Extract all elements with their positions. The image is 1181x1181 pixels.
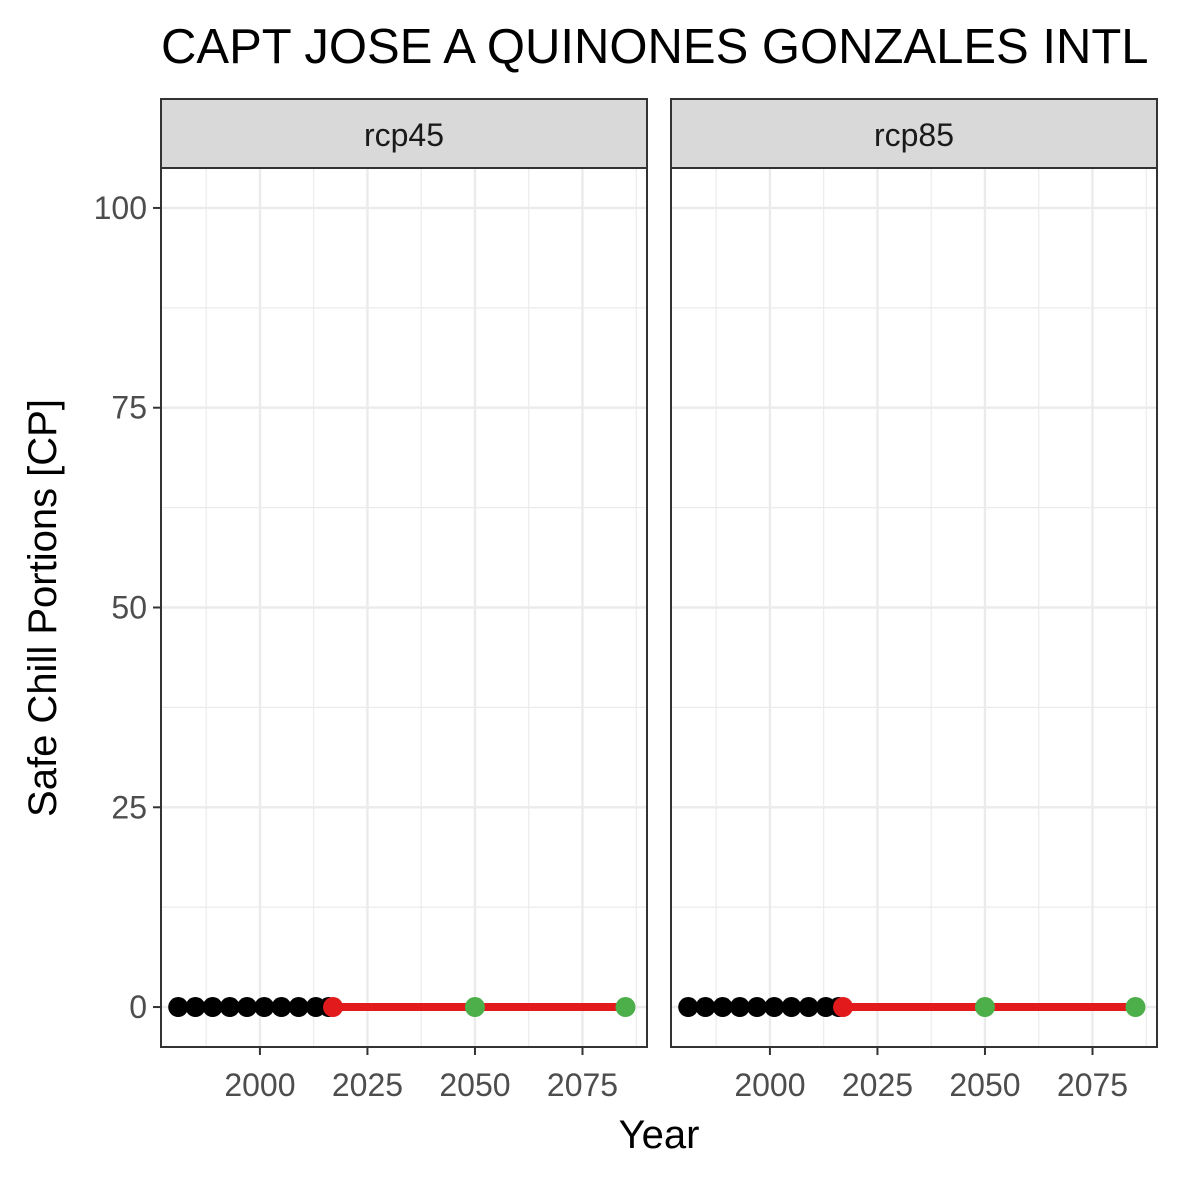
future-point: [1125, 997, 1146, 1018]
facet-strip-label: rcp85: [874, 117, 954, 153]
chart-title: CAPT JOSE A QUINONES GONZALES INTL: [161, 20, 1149, 74]
future-point: [974, 997, 995, 1018]
historic-point: [185, 997, 206, 1018]
y-axis: 0 25 50 75 100: [94, 190, 161, 1025]
y-tick-label: 75: [111, 390, 147, 426]
historic-point: [168, 997, 189, 1018]
x-tick-label: 2050: [439, 1067, 510, 1103]
y-tick-label: 25: [111, 789, 147, 825]
historic-point: [254, 997, 275, 1018]
historic-point: [202, 997, 223, 1018]
historic-point: [219, 997, 240, 1018]
historic-point: [237, 997, 258, 1018]
y-tick-label: 100: [94, 190, 147, 226]
historic-point: [764, 997, 785, 1018]
historic-point: [747, 997, 768, 1018]
x-axis-title: Year: [619, 1113, 700, 1157]
historic-point: [729, 997, 750, 1018]
x-tick-label: 2000: [224, 1067, 295, 1103]
x-tick-label: 2075: [547, 1067, 618, 1103]
facet-panel-rcp45: rcp45 2000 2025 2050 2075: [160, 98, 648, 1103]
x-tick-label: 2025: [332, 1067, 403, 1103]
x-tick-label: 2050: [949, 1067, 1020, 1103]
y-axis-title: Safe Chill Portions [CP]: [21, 399, 65, 817]
facet-strip: [160, 98, 648, 169]
historic-point: [712, 997, 733, 1018]
x-tick-label: 2000: [734, 1067, 805, 1103]
panel-border: [670, 167, 1158, 1048]
y-tick-label: 50: [111, 590, 147, 626]
facet-strip: [670, 98, 1158, 169]
historic-point: [781, 997, 802, 1018]
historic-point: [798, 997, 819, 1018]
current-point: [323, 997, 344, 1018]
panel-border: [160, 167, 648, 1048]
x-tick-label: 2075: [1057, 1067, 1128, 1103]
historic-point: [271, 997, 292, 1018]
historic-point: [288, 997, 309, 1018]
facet-strip-label: rcp45: [364, 117, 444, 153]
facet-panel-rcp85: rcp85 2000 2025 2050 2075: [670, 98, 1158, 1103]
historic-point: [695, 997, 716, 1018]
y-tick-label: 0: [129, 989, 147, 1025]
future-point: [464, 997, 485, 1018]
x-tick-label: 2025: [842, 1067, 913, 1103]
current-point: [833, 997, 854, 1018]
future-point: [615, 997, 636, 1018]
historic-point: [678, 997, 699, 1018]
